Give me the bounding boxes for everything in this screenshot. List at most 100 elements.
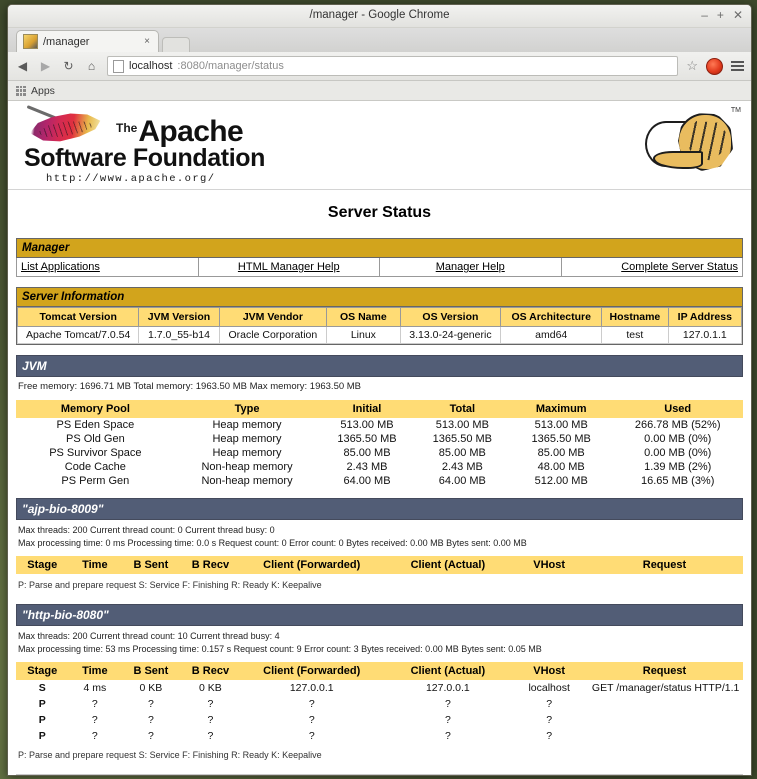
cell-request [586, 712, 743, 728]
col-b-recv: B Recv [180, 555, 241, 574]
table-row: S 4 ms 0 KB 0 KB 127.0.0.1 127.0.0.1 loc… [16, 680, 743, 696]
table-row: Code Cache Non-heap memory 2.43 MB 2.43 … [16, 460, 743, 474]
apps-grid-icon[interactable] [16, 85, 26, 96]
col-client-actual: Client (Actual) [383, 662, 513, 680]
minimize-icon[interactable]: – [701, 8, 708, 22]
link-complete-server-status[interactable]: Complete Server Status [621, 261, 738, 273]
cell-tomcat-version: Apache Tomcat/7.0.54 [16, 326, 140, 344]
cell-pool-name: PS Old Gen [66, 432, 125, 445]
url-host: localhost [129, 60, 173, 72]
forward-icon[interactable]: ▶ [40, 59, 51, 73]
cell-pool-used: 0.00 MB (0%) [644, 432, 712, 445]
tab-title: /manager [43, 35, 90, 48]
col-vhost: VHost [512, 555, 586, 574]
col-jvm-version: JVM Version [138, 307, 220, 327]
connector-processing-line: Max processing time: 0 ms Processing tim… [18, 537, 527, 548]
table-header-row: Stage Time B Sent B Recv Client (Forward… [16, 555, 743, 574]
manager-table: Manager List Applications HTML Manager H… [16, 238, 743, 277]
cell-pool-type: Heap memory [212, 432, 282, 445]
cell-pool-name: PS Perm Gen [61, 474, 130, 487]
cell-pool-name: PS Survivor Space [49, 446, 142, 459]
close-icon[interactable]: ✕ [732, 8, 743, 22]
connector-processing-line: Max processing time: 53 ms Processing ti… [18, 643, 542, 654]
cell-jvm-vendor: Oracle Corporation [218, 326, 328, 344]
url-path: :8080/manager/status [177, 60, 284, 72]
cell-pool-initial: 2.43 MB [346, 460, 388, 473]
jvm-memory-summary: Free memory: 1696.71 MB Total memory: 19… [18, 381, 362, 392]
cell-time: ? [91, 698, 98, 710]
col-client-forwarded: Client (Forwarded) [240, 662, 384, 680]
connector-http-bio-8080-section: "http-bio-8080" Max threads: 200 Current… [16, 603, 743, 764]
cell-b-recv: ? [207, 698, 214, 710]
reload-icon[interactable]: ↻ [63, 59, 74, 73]
cell-b-sent: ? [147, 714, 154, 726]
chrome-menu-icon[interactable] [731, 61, 744, 71]
connector-threads-line: Max threads: 200 Current thread count: 0… [18, 524, 275, 535]
page-footer: Copyright © 1999-2014, Apache Software F… [16, 774, 743, 775]
col-jvm-vendor: JVM Vendor [218, 307, 328, 327]
tab-strip: /manager × [8, 28, 751, 52]
tomcat-status-page: The Apache Software Foundation http://ww… [8, 101, 751, 775]
logo-apache: Apache [138, 115, 244, 148]
col-type: Type [174, 399, 320, 418]
tomcat-favicon-icon [23, 34, 38, 49]
manager-heading: Manager [16, 238, 743, 258]
cell-vhost: ? [546, 714, 553, 726]
cell-client-actual: 127.0.0.1 [425, 682, 470, 694]
table-row: PS Survivor Space Heap memory 85.00 MB 8… [16, 446, 743, 460]
col-client-forwarded: Client (Forwarded) [240, 555, 384, 574]
table-row: PS Old Gen Heap memory 1365.50 MB 1365.5… [16, 432, 743, 446]
trademark-label: TM [730, 107, 741, 114]
cell-time: ? [91, 714, 98, 726]
cell-pool-total: 513.00 MB [435, 418, 489, 431]
col-client-actual: Client (Actual) [383, 555, 513, 574]
cell-os-version: 3.13.0-24-generic [399, 326, 502, 344]
table-row: P ? ? ? ? ? ? [16, 696, 743, 712]
table-row: PS Eden Space Heap memory 513.00 MB 513.… [16, 418, 743, 432]
address-bar[interactable]: localhost :8080/manager/status [107, 56, 679, 76]
cell-pool-type: Non-heap memory [201, 460, 293, 473]
cell-pool-maximum: 85.00 MB [537, 446, 585, 459]
cell-time: ? [91, 730, 98, 742]
col-b-sent: B Sent [121, 555, 181, 574]
cell-pool-name: Code Cache [64, 460, 126, 473]
col-os-name: OS Name [326, 307, 401, 327]
col-maximum: Maximum [510, 399, 613, 418]
maximize-icon[interactable]: + [716, 8, 724, 22]
col-b-recv: B Recv [180, 662, 241, 680]
cell-pool-total: 2.43 MB [441, 460, 483, 473]
link-list-applications[interactable]: List Applications [21, 261, 100, 273]
link-html-manager-help[interactable]: HTML Manager Help [237, 261, 340, 273]
cell-client-forwarded: ? [308, 730, 315, 742]
tab-close-icon[interactable]: × [144, 36, 150, 47]
new-tab-button[interactable] [162, 37, 190, 52]
col-vhost: VHost [512, 662, 586, 680]
col-os-version: OS Version [399, 307, 502, 327]
cell-b-sent: 0 KB [139, 682, 163, 694]
window-controls: – + ✕ [701, 9, 743, 21]
table-header-row: Stage Time B Sent B Recv Client (Forward… [16, 662, 743, 680]
manager-section: Manager List Applications HTML Manager H… [16, 238, 743, 277]
cell-pool-initial: 64.00 MB [343, 474, 391, 487]
tab-manager[interactable]: /manager × [16, 30, 159, 52]
cell-stage: P [38, 714, 46, 726]
back-icon[interactable]: ◀ [17, 59, 28, 73]
connector-threads-line: Max threads: 200 Current thread count: 1… [18, 630, 280, 641]
col-ip-address: IP Address [667, 307, 743, 327]
extension-icon[interactable] [706, 57, 723, 75]
cell-pool-initial: 1365.50 MB [337, 432, 397, 445]
logo-url: http://www.apache.org/ [46, 173, 216, 185]
col-request: Request [585, 555, 743, 574]
link-manager-help[interactable]: Manager Help [435, 261, 505, 273]
page-info-icon [113, 59, 124, 73]
cell-os-name: Linux [326, 326, 401, 344]
window-titlebar: /manager - Google Chrome – + ✕ [8, 5, 751, 28]
cell-client-forwarded: ? [308, 698, 315, 710]
bookmark-star-icon[interactable]: ☆ [686, 58, 698, 73]
cell-pool-initial: 85.00 MB [343, 446, 391, 459]
table-row: P ? ? ? ? ? ? [16, 712, 743, 728]
home-icon[interactable]: ⌂ [87, 59, 96, 73]
table-header-row: Memory Pool Type Initial Total Maximum U… [16, 399, 743, 418]
cell-request [586, 696, 743, 712]
apps-label[interactable]: Apps [31, 84, 55, 97]
